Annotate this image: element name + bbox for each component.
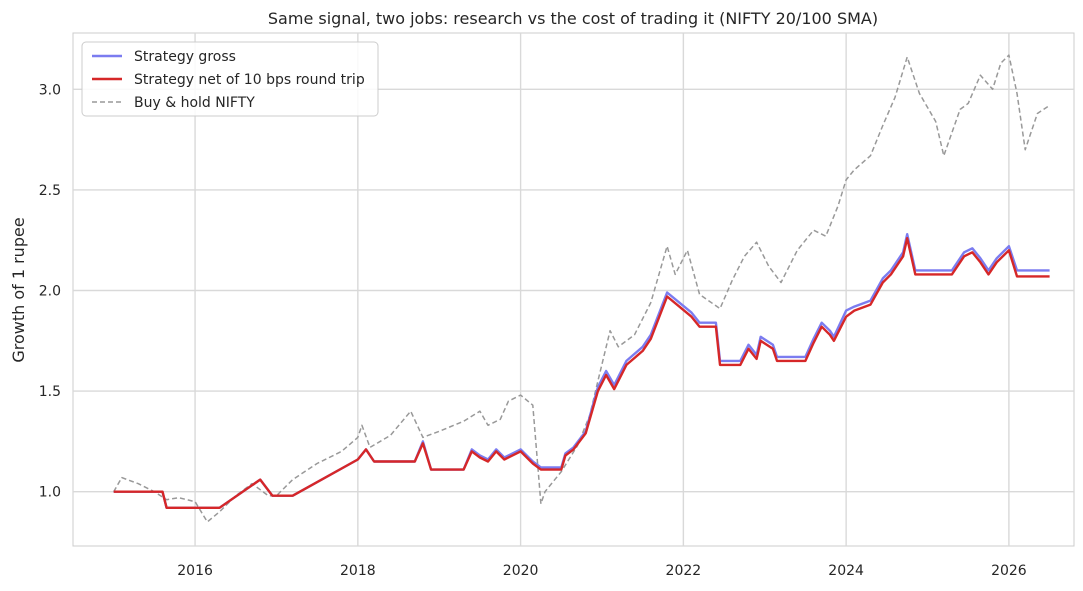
legend-label: Strategy net of 10 bps round trip	[134, 72, 365, 88]
series-line-2	[113, 54, 1051, 523]
series-line-1	[113, 237, 1050, 509]
x-tick-label: 2022	[666, 563, 702, 579]
legend-label: Strategy gross	[134, 49, 236, 65]
grid-lines	[73, 33, 1074, 546]
x-tick-label: 2016	[177, 563, 213, 579]
y-tick-label: 1.5	[39, 384, 61, 400]
x-tick-label: 2018	[340, 563, 376, 579]
x-axis-ticks: 2016 2018 2020 2022 2024 2026	[177, 563, 1027, 579]
y-tick-label: 2.0	[39, 284, 61, 300]
legend-box	[81, 41, 379, 117]
series-layer	[113, 54, 1051, 523]
y-axis-ticks: 1.0 1.5 2.0 2.5 3.0	[39, 82, 61, 500]
y-tick-label: 3.0	[39, 82, 61, 98]
chart-title: Same signal, two jobs: research vs the c…	[268, 9, 878, 28]
y-axis-label: Growth of 1 rupee	[9, 217, 28, 362]
y-tick-label: 1.0	[39, 485, 61, 501]
x-tick-label: 2026	[991, 563, 1027, 579]
legend: Strategy gross Strategy net of 10 bps rou…	[81, 41, 379, 117]
plot-area	[72, 32, 1075, 547]
x-tick-label: 2020	[503, 563, 539, 579]
y-tick-label: 2.5	[39, 183, 61, 199]
x-tick-label: 2024	[828, 563, 864, 579]
legend-label: Buy & hold NIFTY	[134, 95, 255, 111]
